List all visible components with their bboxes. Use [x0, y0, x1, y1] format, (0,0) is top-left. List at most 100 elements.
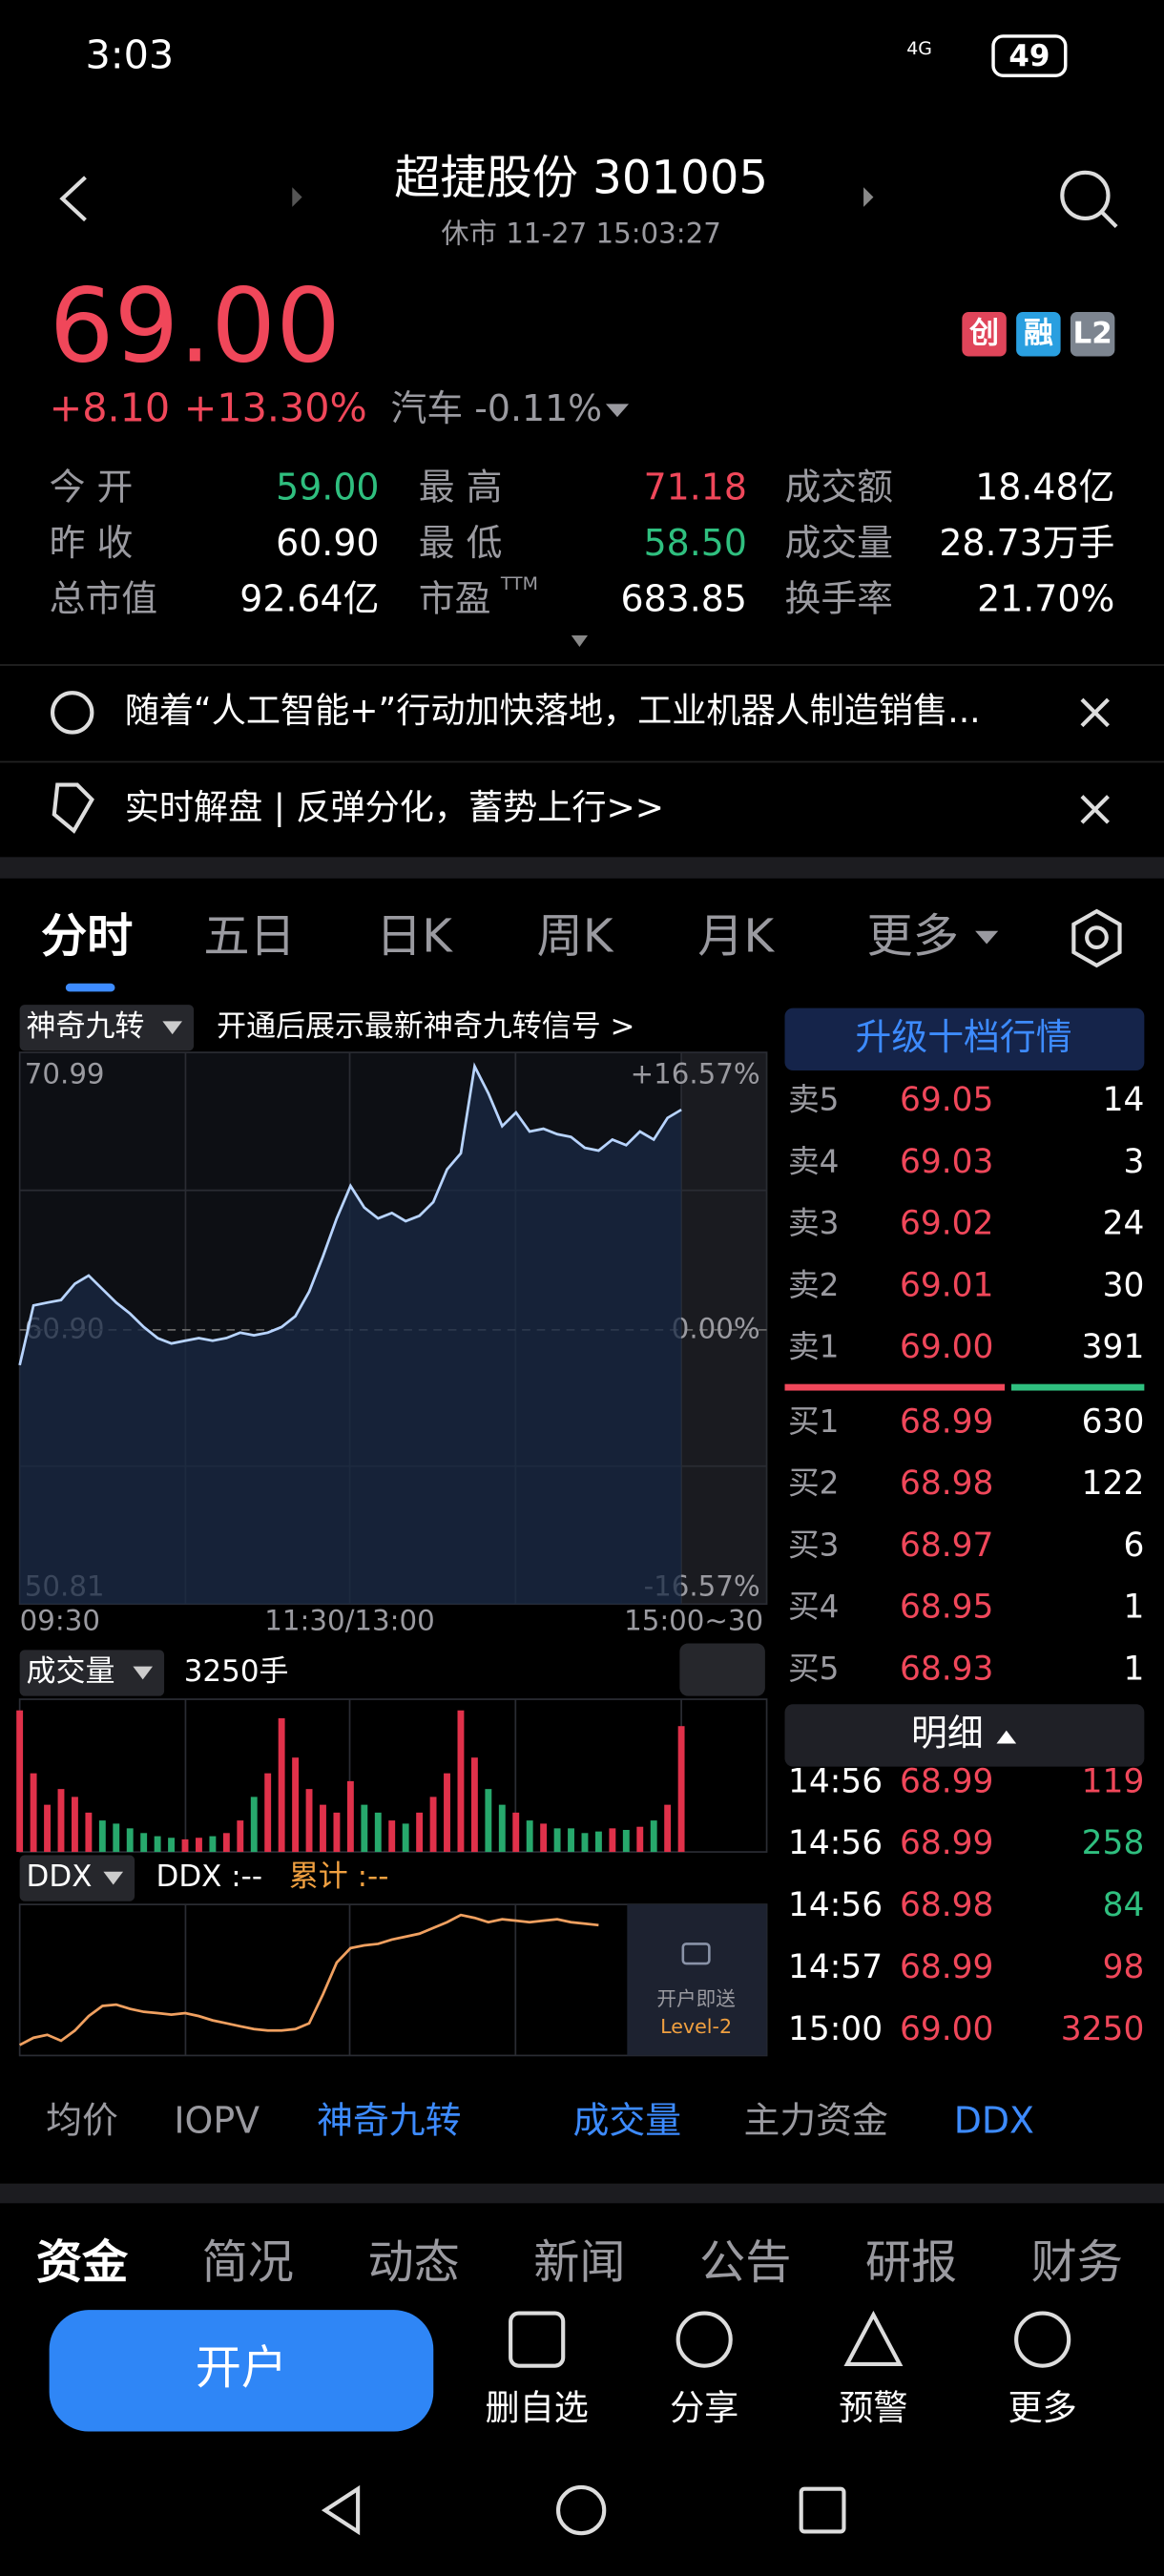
- period-tab[interactable]: 日K: [376, 909, 453, 963]
- book-volume: 1: [1123, 1650, 1144, 1688]
- book-volume: 14: [1103, 1081, 1145, 1119]
- book-label: 买2: [788, 1465, 839, 1502]
- badge-label: L2: [1072, 317, 1112, 351]
- tag-icon: [52, 782, 94, 834]
- battery: [991, 34, 1068, 77]
- info-tab[interactable]: 公告: [699, 2236, 791, 2290]
- period-tab[interactable]: 更多: [867, 909, 959, 963]
- upgrade-title[interactable]: 升级十档行情: [856, 1016, 1072, 1058]
- volume-bar: [181, 1839, 189, 1853]
- trade-price: 68.99: [900, 1824, 994, 1862]
- action-label[interactable]: 分享: [670, 2387, 738, 2428]
- book-volume: 122: [1082, 1465, 1145, 1503]
- remove-icon: [509, 2311, 566, 2368]
- indicator-select[interactable]: [19, 1005, 195, 1051]
- pct-tick-label: 0.00%: [672, 1312, 760, 1344]
- indicator-tab[interactable]: IOPV: [174, 2099, 260, 2141]
- info-tab[interactable]: 财务: [1031, 2236, 1123, 2290]
- info-tab[interactable]: 新闻: [533, 2236, 625, 2290]
- news-item[interactable]: 随着“人工智能+”行动加快落地，工业机器人制造销售...: [125, 690, 981, 731]
- price-area: [19, 1066, 682, 1605]
- prev-stock[interactable]: [292, 187, 302, 207]
- news-item[interactable]: 实时解盘 | 反弹分化，蓄势上行>>: [125, 786, 664, 827]
- stat-value: 71.18: [644, 466, 747, 508]
- volume-bar: [57, 1789, 65, 1853]
- separator: [0, 857, 1164, 879]
- search-button[interactable]: [1060, 170, 1111, 221]
- stat-label: 昨 收: [50, 522, 134, 564]
- stat-value: 60.90: [276, 522, 379, 564]
- indicator-tab[interactable]: 主力资金: [743, 2099, 887, 2141]
- open-account-button[interactable]: [49, 2310, 434, 2432]
- nav-recent[interactable]: [799, 2486, 846, 2534]
- ddx-label: DDX: [27, 1859, 93, 1894]
- stat-sup: TTM: [500, 573, 538, 594]
- next-stock[interactable]: [863, 187, 874, 207]
- close-button[interactable]: [1080, 795, 1110, 824]
- period-tab[interactable]: 五日: [203, 909, 295, 963]
- ddx-current: DDX :--: [156, 1859, 262, 1894]
- action-label[interactable]: 预警: [839, 2387, 907, 2428]
- rotate-button[interactable]: [679, 1643, 765, 1696]
- lock-level: Level-2: [660, 2015, 732, 2038]
- close-button[interactable]: [1080, 697, 1110, 728]
- change-pct: +13.30%: [184, 384, 367, 430]
- change: +8.10: [50, 384, 171, 430]
- detail-title[interactable]: 明细: [911, 1712, 984, 1754]
- open-account-label[interactable]: 开户: [196, 2341, 287, 2395]
- detail-header[interactable]: [784, 1704, 1145, 1767]
- status-time: 3:03: [85, 31, 174, 77]
- trade-price: 68.99: [900, 1762, 994, 1800]
- upgrade-button[interactable]: [784, 1008, 1145, 1071]
- volume-bar: [512, 1812, 520, 1853]
- badge-label: 融: [1024, 317, 1053, 351]
- volume-bar: [305, 1789, 313, 1853]
- action-label[interactable]: 更多: [1008, 2387, 1077, 2428]
- lock-overlay[interactable]: [627, 1904, 767, 2056]
- settings-button: [1085, 925, 1109, 950]
- indicator-tab[interactable]: 成交量: [573, 2099, 682, 2141]
- action-label[interactable]: 删自选: [485, 2387, 588, 2428]
- volume-bar: [470, 1757, 478, 1853]
- volume-bar: [222, 1833, 230, 1853]
- book-price: 68.99: [900, 1402, 994, 1441]
- book-label: 卖2: [788, 1267, 839, 1303]
- info-tab[interactable]: 研报: [865, 2236, 957, 2290]
- volume-bar: [636, 1826, 644, 1853]
- book-volume: 30: [1103, 1266, 1145, 1304]
- indicator-tab[interactable]: 均价: [46, 2099, 118, 2141]
- back-button[interactable]: [59, 176, 87, 222]
- settings-button[interactable]: [1071, 908, 1122, 968]
- trade-time: 14:56: [788, 1824, 883, 1862]
- volume-select[interactable]: [19, 1650, 165, 1696]
- stat-value: 683.85: [621, 577, 747, 619]
- ddx-select[interactable]: [19, 1855, 135, 1901]
- period-tab[interactable]: 周K: [537, 909, 614, 963]
- ask-ratio: [784, 1383, 1006, 1391]
- trade-time: 14:56: [788, 1886, 883, 1924]
- indicator-tab[interactable]: DDX: [954, 2099, 1034, 2141]
- indicator-hint[interactable]: 开通后展示最新神奇九转信号 >: [217, 1009, 634, 1044]
- info-tab[interactable]: 资金: [36, 2236, 129, 2290]
- volume-bar: [568, 1828, 574, 1853]
- indicator-tab[interactable]: 神奇九转: [317, 2099, 461, 2141]
- nav-back[interactable]: [321, 2484, 361, 2536]
- period-tab[interactable]: 月K: [697, 909, 775, 963]
- badge: [962, 312, 1007, 357]
- period-tab[interactable]: 分时: [41, 909, 133, 963]
- trade-price: 69.00: [900, 2010, 994, 2048]
- volume-bar: [85, 1812, 93, 1853]
- volume-bar: [71, 1797, 78, 1853]
- stat-value: 28.73万手: [939, 522, 1114, 564]
- volume-bar: [237, 1820, 244, 1853]
- bid-ratio: [1010, 1383, 1145, 1391]
- x-label: 15:00~30: [624, 1605, 763, 1637]
- info-tab[interactable]: 动态: [367, 2236, 459, 2290]
- info-tab[interactable]: 简况: [202, 2236, 294, 2290]
- stat-label: 总市值: [50, 577, 158, 619]
- nav-home[interactable]: [555, 2484, 607, 2536]
- indicator-name: 神奇九转: [27, 1009, 145, 1044]
- expand-arrow[interactable]: [571, 635, 589, 648]
- book-price: 69.02: [900, 1205, 994, 1243]
